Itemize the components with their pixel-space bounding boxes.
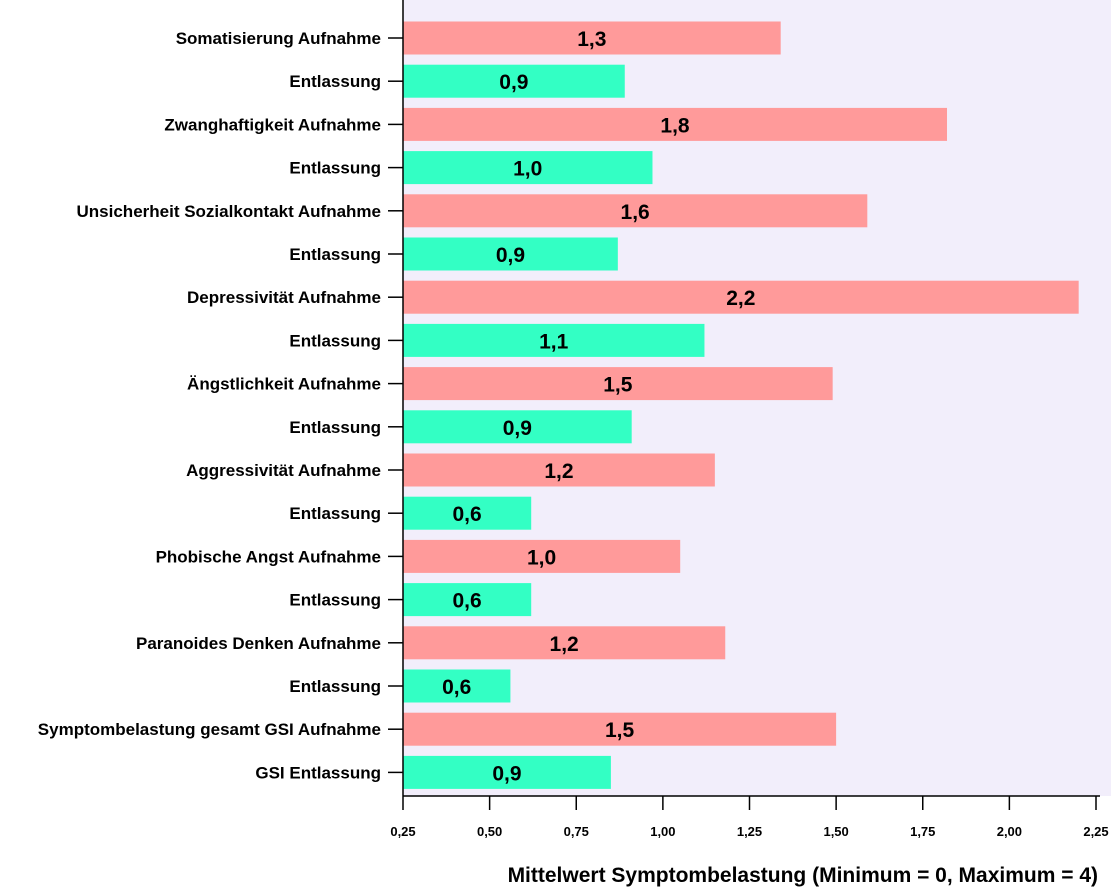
x-tick-label: 1,00	[650, 824, 675, 839]
x-tick-label: 1,50	[823, 824, 848, 839]
category-label: Aggressivität Aufnahme	[186, 461, 381, 480]
x-tick-label: 0,50	[477, 824, 502, 839]
x-tick-label: 0,75	[564, 824, 589, 839]
value-label: 0,6	[453, 590, 482, 613]
value-label: 1,5	[603, 374, 633, 397]
bar-aufnahme	[403, 712, 837, 746]
value-label: 1,6	[621, 201, 650, 224]
category-label: Depressivität Aufnahme	[187, 288, 381, 307]
category-label: Phobische Angst Aufnahme	[156, 547, 381, 566]
value-labels-group: 1,3 0,9 1,8 1,0 1,6 0,9 2,2 1,1 1,5 0,9 1,2 0,6 1,0 0…	[442, 28, 755, 785]
value-label: 0,9	[492, 762, 521, 785]
category-label: GSI Entlassung	[255, 763, 381, 782]
value-label: 0,6	[453, 503, 482, 526]
category-labels-group: Somatisierung Aufnahme Entlassung Zwanghaf…	[38, 29, 381, 782]
bar-entlassung	[403, 64, 625, 98]
category-label: Zwanghaftigkeit Aufnahme	[164, 115, 381, 134]
category-label: Paranoides Denken Aufnahme	[136, 634, 381, 653]
x-tick-label: 2,00	[997, 824, 1022, 839]
x-ticks-group: 0,25 0,50 0,75 1,00 1,25 1,50 1,75 2,00 2,25	[390, 796, 1109, 839]
x-tick-label: 0,25	[390, 824, 415, 839]
value-label: 1,2	[544, 460, 573, 483]
bar-entlassung	[403, 583, 532, 617]
bar-aufnahme	[403, 194, 868, 228]
category-label: Entlassung	[289, 72, 381, 91]
x-tick-label: 1,25	[737, 824, 762, 839]
bar-aufnahme	[403, 626, 726, 660]
bars-group	[403, 21, 1079, 789]
y-ticks-group	[388, 37, 403, 774]
bar-entlassung	[403, 323, 705, 357]
category-label: Entlassung	[289, 245, 381, 264]
value-label: 1,2	[550, 633, 579, 656]
bar-entlassung	[403, 496, 532, 530]
value-label: 1,0	[513, 158, 542, 181]
category-label: Entlassung	[289, 504, 381, 523]
value-label: 1,5	[605, 719, 635, 742]
bar-entlassung	[403, 151, 653, 185]
x-axis-title: Mittelwert Symptombelastung (Minimum = 0…	[508, 864, 1098, 887]
category-label: Entlassung	[289, 331, 381, 350]
category-label: Ängstlichkeit Aufnahme	[187, 375, 381, 394]
bar-entlassung	[403, 237, 618, 271]
category-label: Symptombelastung gesamt GSI Aufnahme	[38, 720, 381, 739]
bar-aufnahme	[403, 367, 833, 401]
bar-aufnahme	[403, 107, 948, 141]
category-label: Unsicherheit Sozialkontakt Aufnahme	[77, 202, 381, 221]
value-label: 1,1	[539, 330, 569, 353]
bar-aufnahme	[403, 280, 1079, 314]
bar-entlassung	[403, 410, 632, 444]
category-label: Entlassung	[289, 677, 381, 696]
value-label: 1,0	[527, 546, 556, 569]
bar-aufnahme	[403, 539, 681, 573]
category-label: Entlassung	[289, 159, 381, 178]
x-tick-label: 2,25	[1083, 824, 1108, 839]
category-label: Somatisierung Aufnahme	[176, 29, 381, 48]
bar-entlassung	[403, 755, 611, 789]
category-label: Entlassung	[289, 591, 381, 610]
value-label: 2,2	[726, 287, 755, 310]
value-label: 1,3	[577, 28, 606, 51]
value-label: 0,9	[503, 417, 532, 440]
value-label: 0,9	[499, 71, 528, 94]
value-label: 0,9	[496, 244, 525, 267]
bar-entlassung	[403, 669, 511, 703]
bar-aufnahme	[403, 21, 781, 55]
x-tick-label: 1,75	[910, 824, 935, 839]
value-label: 0,6	[442, 676, 471, 699]
value-label: 1,8	[660, 114, 690, 137]
category-label: Entlassung	[289, 418, 381, 437]
bar-aufnahme	[403, 453, 715, 487]
